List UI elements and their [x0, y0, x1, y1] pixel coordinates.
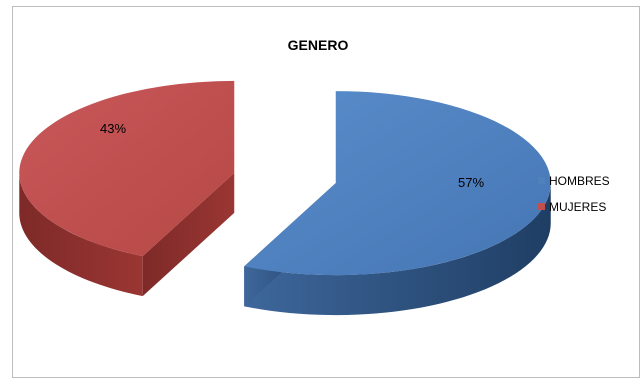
pie-slice-mujeres — [19, 80, 235, 257]
pie-side-mujeres — [19, 171, 143, 297]
data-label-hombres: 57% — [458, 175, 484, 190]
pie-slice-hombres — [244, 91, 551, 276]
pie-face-mujeres — [142, 172, 235, 297]
legend-swatch-mujeres — [538, 203, 545, 210]
legend: HOMBRES MUJERES — [538, 174, 610, 214]
legend-swatch-hombres — [538, 177, 545, 184]
data-label-mujeres: 43% — [100, 121, 126, 136]
chart-title: GENERO — [288, 37, 349, 53]
pie-slices — [19, 80, 551, 316]
legend-label-mujeres: MUJERES — [549, 200, 606, 214]
pie-side-hombres — [244, 182, 551, 316]
legend-label-hombres: HOMBRES — [549, 174, 610, 188]
